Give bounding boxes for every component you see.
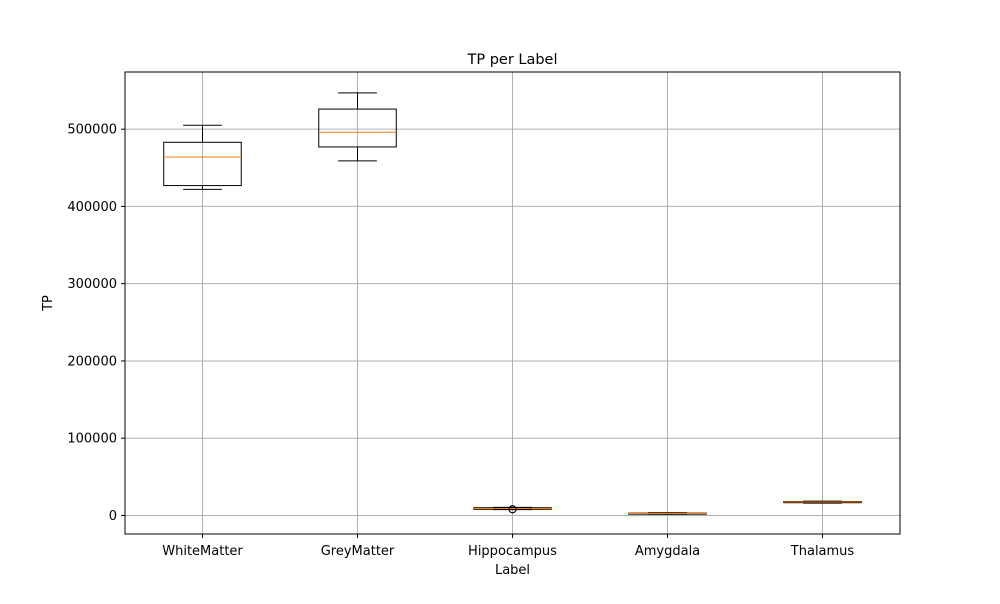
y-tick-label: 300000 bbox=[67, 277, 117, 292]
x-tick-label: WhiteMatter bbox=[162, 544, 243, 559]
outlier-point bbox=[508, 505, 517, 514]
box-series bbox=[163, 92, 862, 515]
x-tick-label: Hippocampus bbox=[468, 544, 557, 559]
y-ticks: 0 100000 200000 300000 400000 500000 bbox=[67, 123, 125, 524]
x-tick-label: Amygdala bbox=[635, 544, 700, 559]
x-tick-label: GreyMatter bbox=[321, 544, 395, 559]
x-ticks: WhiteMatter GreyMatter Hippocampus Amygdala… bbox=[162, 534, 854, 559]
y-tick-label: 0 bbox=[109, 509, 117, 524]
box-iqr bbox=[163, 141, 242, 187]
box-group-hippocampus bbox=[473, 505, 552, 514]
x-tick-label: Thalamus bbox=[790, 544, 855, 559]
box-group-greymatter bbox=[318, 92, 397, 162]
chart-title: TP per Label bbox=[466, 52, 557, 68]
x-axis-label: Label bbox=[495, 563, 530, 578]
box-iqr bbox=[318, 108, 397, 148]
box-group-amygdala bbox=[628, 512, 707, 515]
y-tick-label: 100000 bbox=[67, 432, 117, 447]
box-group-thalamus bbox=[783, 500, 862, 504]
y-tick-label: 400000 bbox=[67, 200, 117, 215]
y-tick-label: 200000 bbox=[67, 354, 117, 369]
y-tick-label: 500000 bbox=[67, 123, 117, 138]
y-axis-label: TP bbox=[41, 295, 56, 312]
box-group-whitematter bbox=[163, 124, 242, 190]
